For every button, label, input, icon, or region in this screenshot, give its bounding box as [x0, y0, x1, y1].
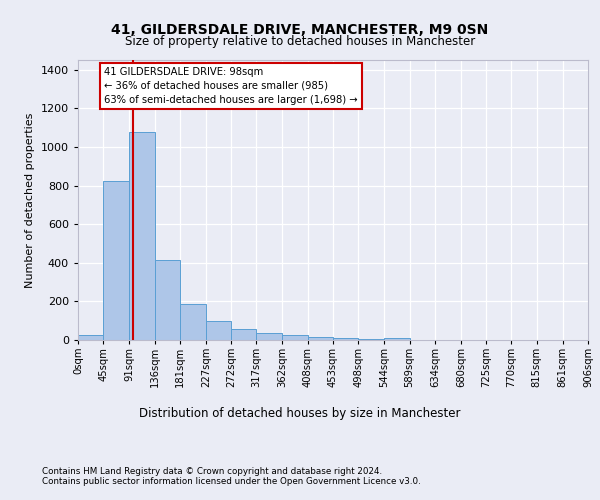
- Bar: [78, 335, 103, 340]
- Bar: [358, 339, 384, 340]
- Bar: [206, 320, 231, 340]
- Bar: [308, 337, 333, 340]
- Bar: [180, 304, 206, 340]
- Bar: [384, 338, 410, 340]
- Bar: [129, 132, 155, 340]
- Text: Contains HM Land Registry data © Crown copyright and database right 2024.: Contains HM Land Registry data © Crown c…: [42, 468, 382, 476]
- Bar: [103, 180, 129, 340]
- Bar: [155, 260, 180, 340]
- Bar: [333, 338, 358, 340]
- Text: 41, GILDERSDALE DRIVE, MANCHESTER, M9 0SN: 41, GILDERSDALE DRIVE, MANCHESTER, M9 0S…: [112, 22, 488, 36]
- Bar: [282, 335, 308, 340]
- Y-axis label: Number of detached properties: Number of detached properties: [25, 112, 35, 288]
- Text: 41 GILDERSDALE DRIVE: 98sqm
← 36% of detached houses are smaller (985)
63% of se: 41 GILDERSDALE DRIVE: 98sqm ← 36% of det…: [104, 67, 358, 105]
- Text: Distribution of detached houses by size in Manchester: Distribution of detached houses by size …: [139, 408, 461, 420]
- Text: Size of property relative to detached houses in Manchester: Size of property relative to detached ho…: [125, 35, 475, 48]
- Text: Contains public sector information licensed under the Open Government Licence v3: Contains public sector information licen…: [42, 476, 421, 486]
- Bar: [256, 333, 282, 340]
- Bar: [231, 330, 256, 340]
